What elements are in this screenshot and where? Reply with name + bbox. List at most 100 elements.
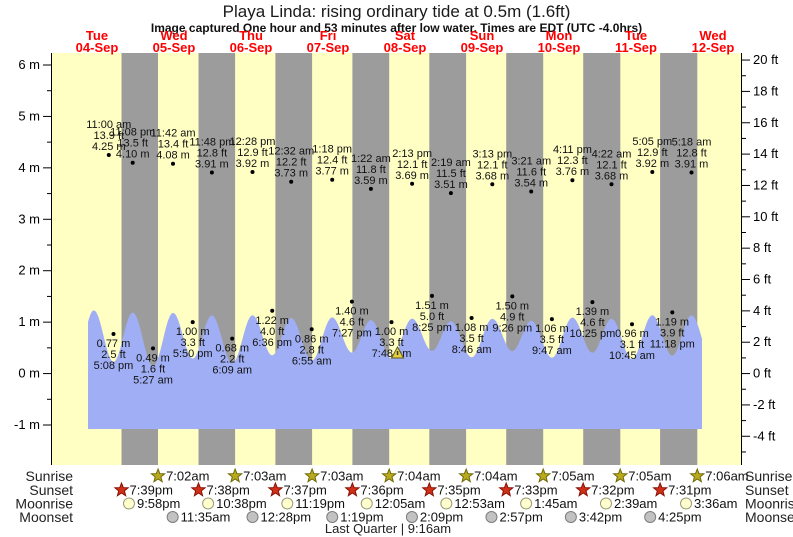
tide-annotation-high: 11.6 ft xyxy=(516,167,546,179)
tide-annotation-high: 3:13 pm xyxy=(472,148,512,160)
tide-point-dot xyxy=(549,317,554,322)
moonrise-icon xyxy=(202,497,215,510)
tide-point-dot xyxy=(309,327,314,332)
tide-point-dot xyxy=(349,299,354,304)
day-label-weekday: Thu xyxy=(239,28,263,43)
tide-point-dot xyxy=(190,320,195,325)
tide-annotation-low: 1.00 m xyxy=(176,326,210,338)
y-tick-label-right: 16 ft xyxy=(753,115,779,130)
tide-annotation-low: 1.51 m xyxy=(415,300,449,312)
sunrise-icon xyxy=(304,467,321,483)
tide-annotation-low: 5:50 pm xyxy=(173,348,213,360)
tide-annotation-low: 3.5 ft xyxy=(459,333,483,345)
tide-annotation-high: 3.73 m xyxy=(274,168,308,180)
moonset-icon xyxy=(644,511,657,523)
y-tick-label-right: 12 ft xyxy=(753,177,779,192)
tide-annotation-low: 2.5 ft xyxy=(101,349,125,361)
moonset-icon xyxy=(326,511,339,523)
tide-annotation-low: 3.3 ft xyxy=(180,337,204,349)
tide-point-dot xyxy=(609,182,614,187)
y-tick-label-right: 4 ft xyxy=(753,303,771,318)
tide-annotation-low: 2.8 ft xyxy=(299,344,323,356)
tide-point-dot xyxy=(389,320,394,325)
tide-point-dot xyxy=(289,179,294,184)
day-label-weekday: Fri xyxy=(320,28,337,43)
day-label-weekday: Mon xyxy=(546,28,573,43)
page-subtitle: Image captured One hour and 53 minutes a… xyxy=(150,21,643,35)
sunset-time: 7:36pm xyxy=(360,483,403,498)
sunset-time: 7:37pm xyxy=(283,483,326,498)
y-tick-label-right: 10 ft xyxy=(753,209,779,224)
moonrise-time: 2:39am xyxy=(614,496,657,511)
tide-annotation-low: 4.6 ft xyxy=(580,317,604,329)
sunrise-icon xyxy=(150,467,167,483)
sunrise-icon xyxy=(381,467,398,483)
tide-annotation-high: 13.9 ft xyxy=(94,130,125,142)
tide-point-dot xyxy=(590,300,595,305)
tide-annotation-high: 3.77 m xyxy=(315,166,349,178)
tide-point-dot xyxy=(111,332,116,336)
moonset-icon xyxy=(246,511,259,523)
day-label-weekday: Tue xyxy=(86,28,108,43)
tide-point-dot xyxy=(630,322,634,327)
moonrise-time: 3:36am xyxy=(694,496,737,511)
tide-annotation-high: 4.25 m xyxy=(92,141,126,153)
tide-point-dot xyxy=(230,336,235,341)
tide-annotation-low: 4.9 ft xyxy=(500,311,524,323)
tide-annotation-high: 3:21 am xyxy=(511,156,551,168)
tide-point-dot xyxy=(330,177,335,182)
tide-annotation-high: 1:18 pm xyxy=(312,144,352,156)
sunset-icon xyxy=(575,481,592,497)
tide-annotation-low: 9:26 pm xyxy=(492,322,532,334)
moonrise-icon xyxy=(680,497,693,510)
tide-annotation-low: 8:46 am xyxy=(452,344,492,356)
tide-annotation-low: 8:25 pm xyxy=(412,322,452,334)
day-label-weekday: Sat xyxy=(395,28,416,43)
tide-point-dot xyxy=(448,191,453,196)
tide-point-dot xyxy=(570,178,575,183)
tide-annotation-high: 11:08 pm xyxy=(110,127,155,139)
y-tick-label-right: 0 ft xyxy=(753,366,771,381)
day-label-date: 08-Sep xyxy=(384,40,427,55)
tide-annotation-high: 3.76 m xyxy=(556,166,590,178)
tide-annotation-low: 3.9 ft xyxy=(660,327,684,339)
sunset-icon xyxy=(113,481,130,497)
row-label-right-sunrise: Sunrise xyxy=(745,468,793,484)
tide-annotation-high: 12.2 ft xyxy=(276,157,307,169)
sunset-time: 7:32pm xyxy=(591,483,634,498)
sunrise-time: 7:05am xyxy=(551,469,594,484)
tide-point-dot xyxy=(130,160,135,165)
moonrise-time: 12:05am xyxy=(375,496,426,511)
tide-annotation-high: 12:28 pm xyxy=(230,136,276,148)
tide-annotation-low: 0.68 m xyxy=(215,343,249,355)
tide-annotation-low: 10:45 am xyxy=(609,350,655,362)
tide-annotation-high: 12.1 ft xyxy=(477,159,508,171)
tide-annotation-low: 6:36 pm xyxy=(252,337,292,349)
tide-annotation-high: 5:18 am xyxy=(672,136,712,148)
sunset-time: 7:35pm xyxy=(437,483,480,498)
tide-annotation-low: 9:47 am xyxy=(532,345,572,357)
tide-point-dot xyxy=(490,182,495,187)
tide-point-dot xyxy=(209,170,214,175)
tide-annotation-high: 1:22 am xyxy=(351,153,391,165)
tide-annotation-high: 4:11 pm xyxy=(553,144,592,156)
moonset-icon xyxy=(485,511,498,523)
tide-annotation-low: 0.96 m xyxy=(615,328,649,340)
y-tick-label-left: 2 m xyxy=(18,263,40,278)
day-label-date: 09-Sep xyxy=(461,40,504,55)
row-label-left-moonset: Moonset xyxy=(19,509,73,525)
y-tick-label-left: 5 m xyxy=(18,108,40,123)
tide-annotation-low: 1.08 m xyxy=(455,322,489,334)
tide-annotation-low: 1.50 m xyxy=(495,300,529,312)
sunset-icon xyxy=(421,481,438,497)
tide-annotation-high: 12.1 ft xyxy=(397,159,428,171)
sunrise-icon xyxy=(535,467,552,483)
tide-annotation-low: 1.22 m xyxy=(255,315,289,327)
y-tick-label-right: 18 ft xyxy=(753,83,779,98)
day-label-weekday: Sun xyxy=(470,28,495,43)
tide-annotation-high: 11.5 ft xyxy=(436,168,466,180)
tide-annotation-high: 4:22 am xyxy=(592,148,632,160)
tide-annotation-high: 12.9 ft xyxy=(637,147,668,159)
moonrise-icon xyxy=(440,497,453,510)
